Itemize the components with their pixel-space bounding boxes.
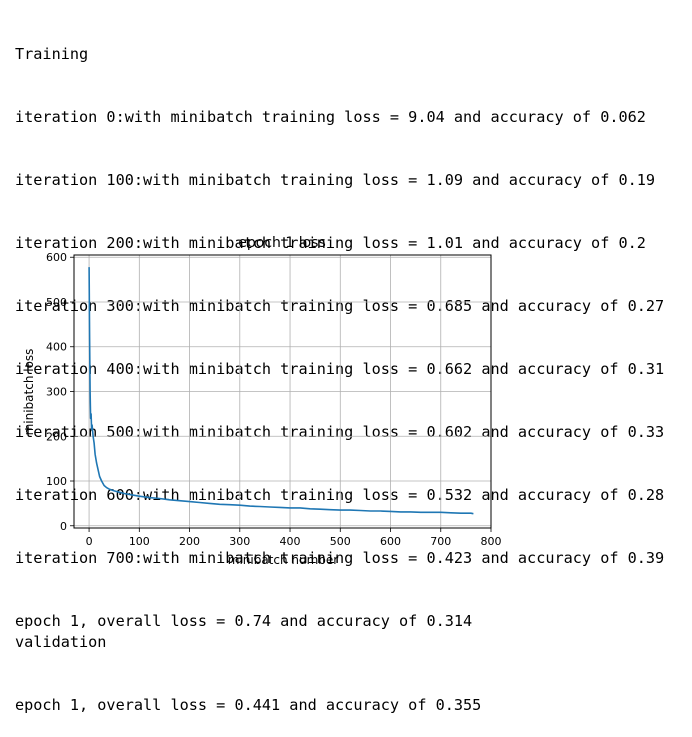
x-tick-label: 300 [229,535,250,548]
training-log: Training iteration 0:with minibatch trai… [15,2,664,653]
x-tick-label: 500 [330,535,351,548]
y-tick-label: 100 [46,475,67,488]
series-layer [88,267,474,515]
training-iteration-line: iteration 100:with minibatch training lo… [15,171,656,189]
x-tick-label: 700 [430,535,451,548]
training-iteration-line: iteration 400:with minibatch training lo… [15,360,665,378]
x-axis-label: minibatch number [228,553,339,567]
y-tick-label: 600 [46,251,67,264]
x-tick-label: 200 [179,535,200,548]
loss-chart: epoch 1 loss minibatch loss minibatch nu… [22,235,502,567]
training-iteration-line: iteration 300:with minibatch training lo… [15,297,665,315]
x-tick-label: 800 [481,535,502,548]
y-tick-label: 0 [60,520,67,533]
plot-frame [73,254,492,529]
axis-ticks: 0 100 200 300 400 500 600 700 800 0 100 200 300 400 50… [46,251,502,548]
y-axis-label: minibatch loss [22,349,36,436]
training-iteration-line: iteration 700:with minibatch training lo… [15,549,665,567]
x-tick-label: 0 [86,535,93,548]
x-tick-label: 100 [129,535,150,548]
y-tick-label: 300 [46,386,67,399]
y-tick-label: 400 [46,341,67,354]
training-iteration-line: iteration 0:with minibatch training loss… [15,108,646,126]
validation-header: validation [15,633,107,651]
x-tick-label: 600 [380,535,401,548]
validation-log: validation epoch 1, overall loss = 0.441… [15,590,481,737]
loss-series-line [88,267,474,515]
training-header: Training [15,45,89,63]
x-tick-label: 400 [280,535,301,548]
y-tick-label: 200 [46,430,67,443]
training-iteration-line: iteration 200:with minibatch training lo… [15,234,646,252]
grid [74,255,492,528]
validation-epoch-summary: epoch 1, overall loss = 0.441 and accura… [15,696,482,714]
chart-title: epoch 1 loss [238,235,326,251]
training-epoch-summary: epoch 1, overall loss = 0.74 and accurac… [15,612,473,630]
training-iteration-line: iteration 600:with minibatch training lo… [15,486,665,504]
y-tick-label: 500 [46,296,67,309]
